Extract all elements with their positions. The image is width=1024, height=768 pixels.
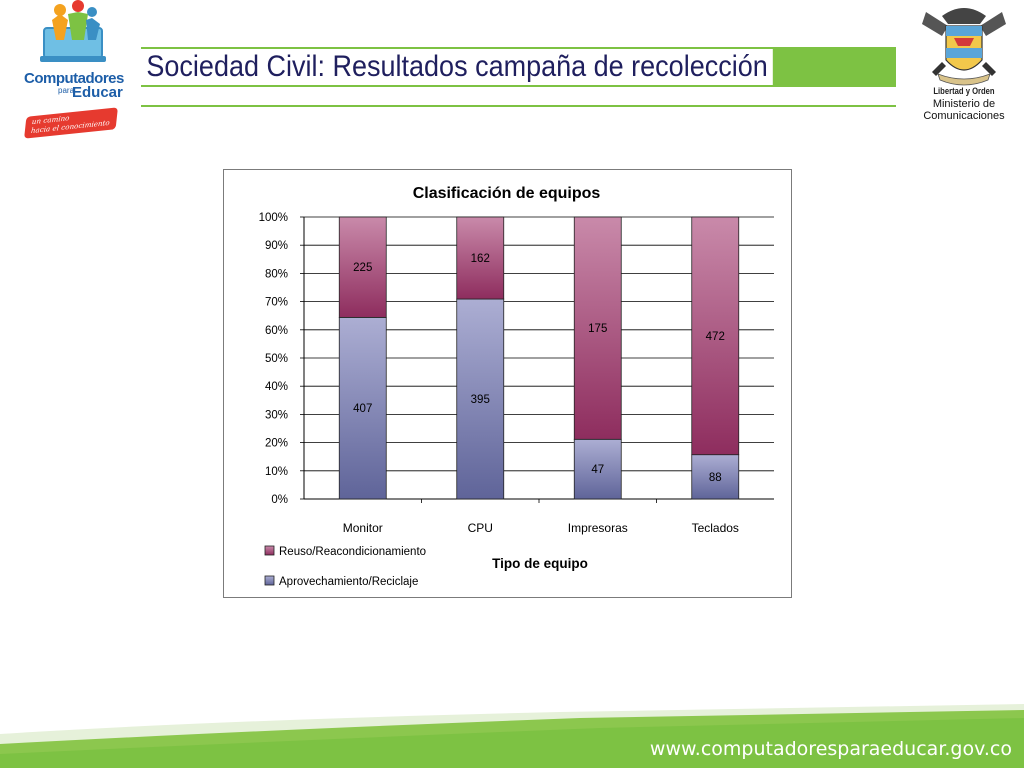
bar-aprovechamiento-monitor [338, 316, 387, 500]
x-tick-label: CPU [468, 521, 493, 535]
y-tick-label: 70% [265, 297, 288, 309]
y-tick-label: 90% [265, 240, 288, 252]
logo-text-line1: Computadores [24, 70, 124, 87]
data-label-aprovechamiento: 395 [471, 394, 490, 406]
y-tick-label: 50% [265, 353, 288, 365]
data-label-aprovechamiento: 47 [591, 464, 604, 476]
colombia-coat-of-arms-logo: Libertad y Orden [912, 2, 1016, 126]
title-bar: Sociedad Civil: Resultados campaña de re… [141, 47, 896, 87]
title-underline [141, 105, 896, 107]
ministry-line2: Comunicaciones [923, 110, 1005, 122]
y-tick-label: 60% [265, 325, 288, 337]
data-label-reuso: 225 [353, 262, 372, 274]
data-label-reuso: 175 [588, 323, 607, 335]
bar-reuso-monitor [338, 216, 387, 318]
chart-title: Clasificación de equipos [413, 185, 601, 202]
logo-text: Computadores para Educar [24, 70, 124, 103]
x-tick-label: Teclados [692, 521, 739, 535]
x-tick-label: Impresoras [568, 521, 628, 535]
data-label-reuso: 472 [706, 331, 725, 343]
y-tick-label: 0% [271, 494, 288, 506]
footer-band [0, 704, 1024, 768]
y-tick-label: 80% [265, 268, 288, 280]
logo-figures-icon [40, 0, 106, 62]
y-tick-label: 100% [259, 212, 288, 224]
bar-reuso-impresoras [573, 216, 622, 440]
bar-aprovechamiento-cpu [456, 298, 505, 500]
y-tick-label: 10% [265, 466, 288, 478]
data-label-aprovechamiento: 88 [709, 472, 722, 484]
legend-swatch [264, 575, 275, 586]
bar-aprovechamiento-teclados [691, 454, 740, 500]
legend-label: Reuso/Reacondicionamiento [279, 546, 426, 558]
logo-text-line2: Educar [72, 84, 123, 101]
legend-label: Aprovechamiento/Reciclaje [279, 576, 418, 588]
legend-swatch [264, 545, 275, 556]
data-label-reuso: 162 [471, 253, 490, 265]
bar-reuso-cpu [456, 216, 505, 300]
footer-url[interactable]: www.computadoresparaeducar.gov.co [649, 738, 1012, 760]
x-tick-label: Monitor [343, 521, 383, 535]
y-tick-label: 20% [265, 438, 288, 450]
data-label-aprovechamiento: 407 [353, 403, 372, 415]
stacked-bar-chart: Clasificación de equipos 0% 10% 20% 30% 40% 50… [259, 185, 774, 588]
chart-container: Clasificación de equipos 0% 10% 20% 30% 40% 50… [223, 169, 792, 598]
motto-text: Libertad y Orden [933, 86, 995, 96]
coat-of-arms-icon [922, 8, 1006, 86]
bar-reuso-teclados [691, 216, 740, 456]
page-title: Sociedad Civil: Resultados campaña de re… [141, 49, 774, 85]
y-tick-label: 40% [265, 381, 288, 393]
x-axis-title: Tipo de equipo [492, 556, 588, 571]
ministry-line1: Ministerio de [932, 98, 996, 110]
ministry-label: Ministerio de Comunicaciones [912, 98, 1016, 122]
y-tick-label: 30% [265, 409, 288, 421]
computadores-para-educar-logo [18, 0, 128, 140]
logo-text-para: para [58, 86, 75, 95]
